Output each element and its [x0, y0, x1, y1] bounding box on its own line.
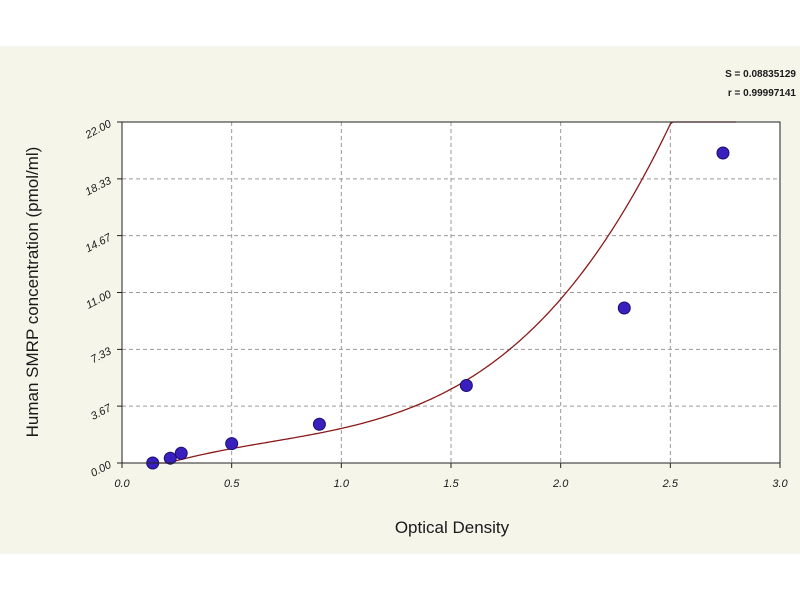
- fit-s-statistic: S = 0.08835129: [725, 69, 796, 80]
- y-tick-label: 3.67: [89, 402, 114, 423]
- data-point: [174, 446, 188, 460]
- y-tick-labels: 0.00 3.67 7.33 11.00 14.67 18.33 22.00: [83, 118, 115, 480]
- y-tick-label: 14.67: [83, 231, 114, 255]
- y-tick-label: 0.00: [89, 459, 114, 480]
- data-point: [225, 437, 239, 451]
- y-tick-label: 11.00: [84, 288, 114, 312]
- grid-layer: [122, 122, 780, 463]
- x-axis-title: Optical Density: [395, 518, 510, 537]
- x-tick-label: 2.0: [552, 478, 569, 490]
- point-layer: [146, 146, 730, 470]
- data-point: [617, 301, 631, 315]
- fit-curve: [152, 121, 737, 464]
- tick-layer: [117, 121, 781, 468]
- x-tick-label: 3.0: [772, 478, 788, 490]
- data-point: [163, 451, 177, 465]
- x-tick-label: 1.0: [334, 478, 350, 490]
- y-tick-label: 18.33: [83, 175, 114, 199]
- data-point: [716, 146, 730, 160]
- fit-r-statistic: r = 0.99997141: [728, 88, 797, 99]
- x-tick-labels: 0.0 0.5 1.0 1.5 2.0 2.5 3.0: [114, 478, 788, 490]
- x-tick-label: 0.5: [224, 478, 240, 490]
- y-tick-label: 22.00: [83, 118, 115, 142]
- x-tick-label: 0.0: [114, 478, 130, 490]
- y-tick-label: 7.33: [89, 345, 114, 366]
- data-point: [312, 417, 326, 431]
- x-tick-label: 2.5: [662, 478, 679, 490]
- plot-frame: [121, 121, 781, 464]
- y-axis-title: Human SMRP concentration (pmol/ml): [23, 147, 42, 438]
- x-tick-label: 1.5: [443, 478, 459, 490]
- data-point: [459, 379, 473, 392]
